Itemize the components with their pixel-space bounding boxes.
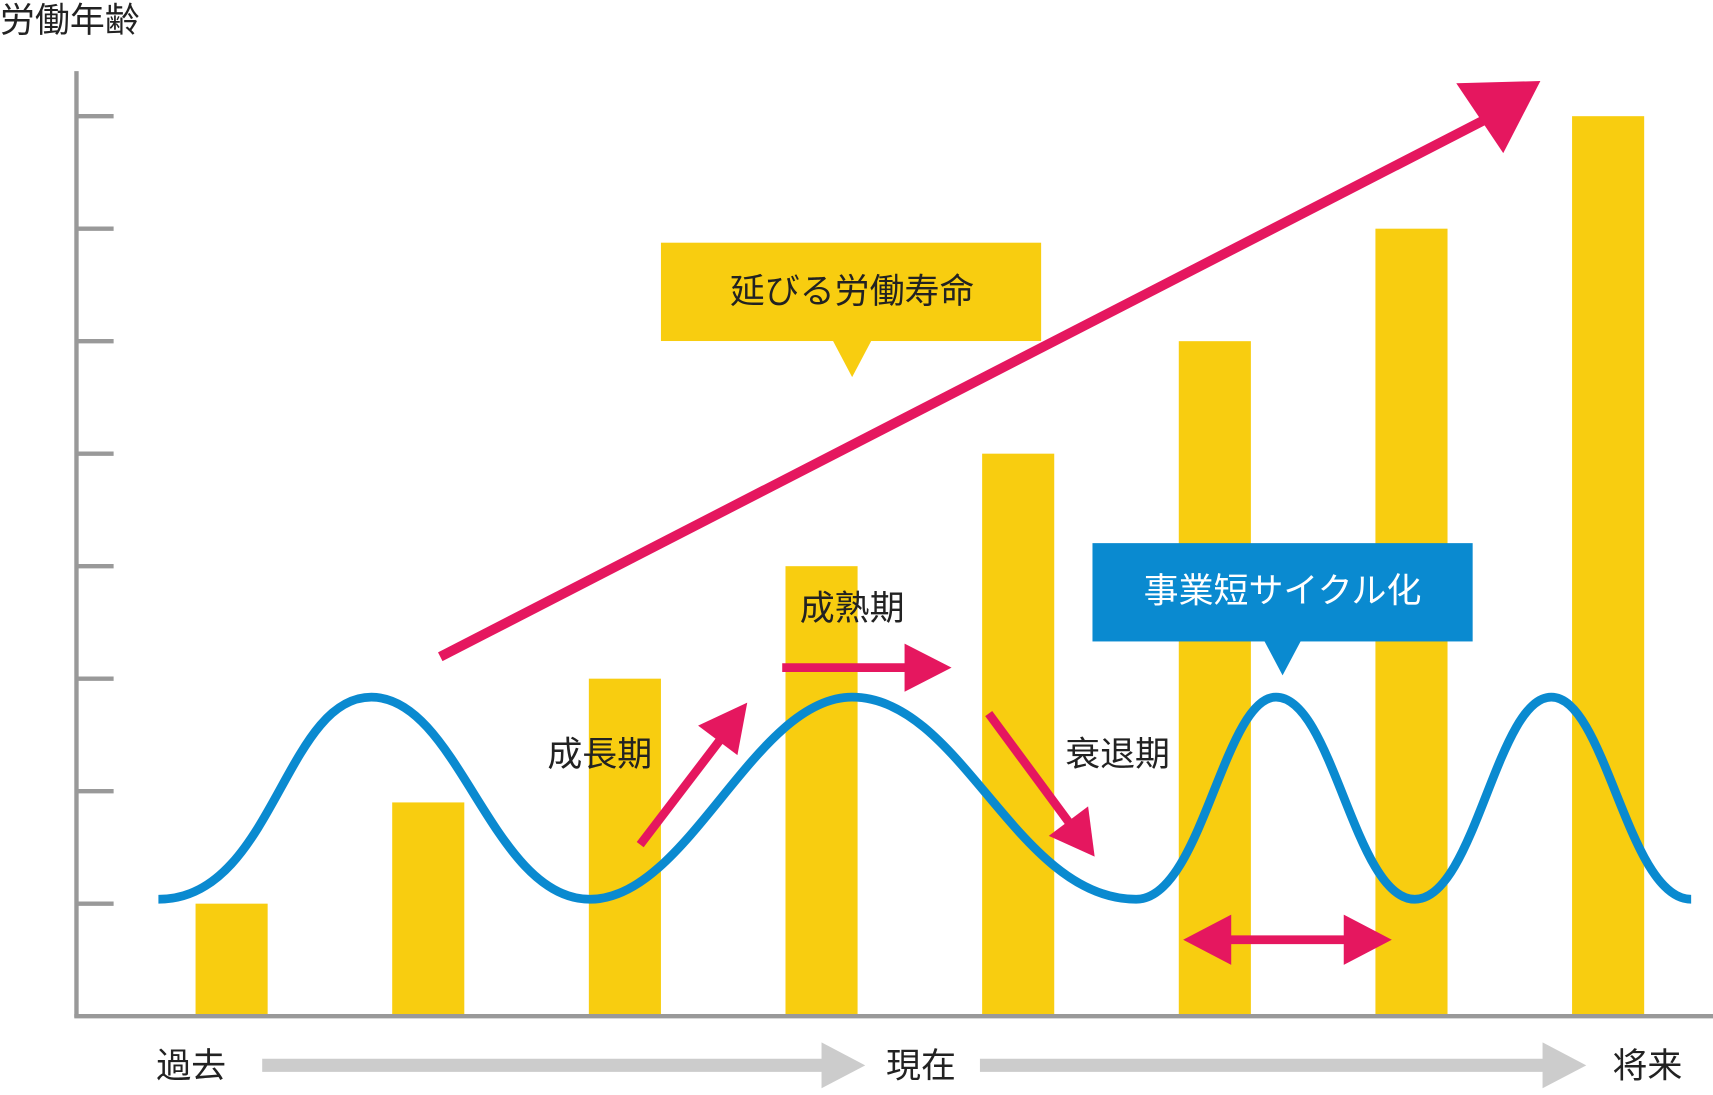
growth-arrow xyxy=(636,736,725,848)
decline-label: 衰退期 xyxy=(1065,735,1170,775)
time-arrow-head xyxy=(821,1042,866,1089)
callout-pointer xyxy=(832,339,872,378)
bar xyxy=(785,566,858,1017)
bar xyxy=(195,903,268,1017)
bar xyxy=(588,678,661,1017)
time-arrow-head xyxy=(1542,1042,1587,1089)
time-label: 将来 xyxy=(1613,1047,1683,1087)
growth-arrow-head xyxy=(698,702,748,756)
growth-label: 成長期 xyxy=(547,735,652,775)
bar xyxy=(392,802,465,1017)
time-label: 過去 xyxy=(156,1047,226,1087)
bar-layer xyxy=(195,116,1645,1017)
y-axis-label: 労働年齢 xyxy=(0,1,140,41)
bar xyxy=(982,453,1055,1017)
double-arrow-head xyxy=(1343,914,1392,965)
lifespan-label: 延びる労働寿命 xyxy=(730,272,975,312)
decline-arrow-head xyxy=(1048,806,1095,857)
cycle-wave xyxy=(158,692,1692,904)
lifespan-arrow-head xyxy=(1456,81,1541,154)
bar xyxy=(1572,116,1645,1017)
callout-pointer xyxy=(1263,640,1302,676)
bar xyxy=(1178,341,1251,1017)
time-label: 現在 xyxy=(886,1047,956,1087)
cycle-label: 事業短サイクル化 xyxy=(1144,571,1422,611)
lifespan-arrow xyxy=(438,113,1491,662)
maturity-arrow-head xyxy=(904,643,952,692)
double-arrow-head xyxy=(1183,914,1232,965)
cycle-callout xyxy=(1092,543,1473,642)
maturity-label: 成熟期 xyxy=(800,589,905,629)
decline-arrow xyxy=(985,710,1072,825)
lifespan-callout xyxy=(660,242,1042,342)
